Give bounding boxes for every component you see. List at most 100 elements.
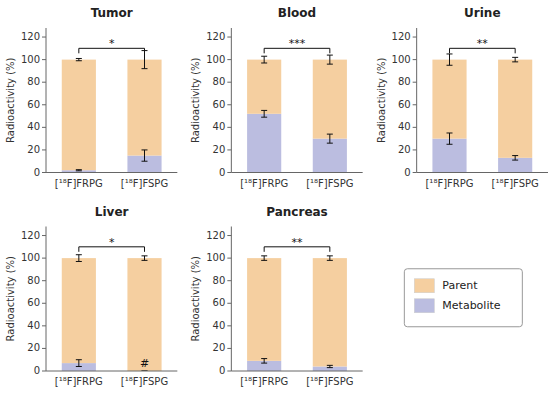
marks <box>247 55 347 172</box>
significance-label: ** <box>292 236 304 249</box>
y-tick-label: 80 <box>213 275 226 286</box>
y-tick-label: 60 <box>398 99 411 110</box>
chart-root: Tumor Radioactivity (%) 0 20 40 60 80 100 120 [¹⁸… <box>0 0 556 397</box>
y-tick-label: 120 <box>21 31 40 42</box>
y-tick <box>227 172 231 173</box>
y-tick <box>42 371 46 372</box>
y-tick-label: 0 <box>34 365 40 376</box>
y-tick <box>227 149 231 150</box>
error-bar <box>76 255 82 262</box>
y-tick <box>42 127 46 128</box>
x-axis-line <box>46 371 177 372</box>
y-tick <box>42 280 46 281</box>
error-bar <box>447 54 453 65</box>
x-tick-label: [¹⁸F]FSPG <box>306 178 353 189</box>
y-tick <box>227 258 231 259</box>
y-tick-label: 40 <box>213 320 226 331</box>
x-tick-label: [¹⁸F]FSPG <box>121 376 168 387</box>
marks <box>247 256 347 371</box>
y-tick <box>227 348 231 349</box>
y-tick-label: 80 <box>213 76 226 87</box>
error-bar <box>261 359 267 364</box>
error-bar <box>261 256 267 261</box>
bar-segment <box>313 139 347 173</box>
y-axis-line <box>231 227 232 372</box>
x-axis-line <box>46 172 177 173</box>
y-tick <box>413 37 417 38</box>
bar-segment <box>62 60 96 171</box>
x-tick-label: [¹⁸F]FRPG <box>55 178 103 189</box>
y-tick <box>227 303 231 304</box>
x-tick-label: [¹⁸F]FSPG <box>306 376 353 387</box>
y-tick <box>413 149 417 150</box>
legend-frame <box>404 269 522 327</box>
y-tick-label: 80 <box>398 76 411 87</box>
y-tick-label: 80 <box>27 275 40 286</box>
x-tick-label: [¹⁸F]FRPG <box>240 178 288 189</box>
y-tick-label: 100 <box>206 54 225 65</box>
y-tick <box>42 235 46 236</box>
panel-title: Tumor <box>91 6 133 20</box>
y-tick-label: 100 <box>21 252 40 263</box>
x-tick-label: [¹⁸F]FSPG <box>492 178 539 189</box>
bar-segment <box>62 258 96 363</box>
panel-title: Urine <box>464 6 500 20</box>
marks <box>62 255 162 371</box>
error-bar <box>76 58 82 60</box>
y-axis-line <box>416 28 417 173</box>
legend-label: Metabolite <box>442 299 500 312</box>
error-bar <box>261 110 267 117</box>
y-tick <box>42 59 46 60</box>
y-tick <box>227 235 231 236</box>
panel: BloodRadioactivity (%)020406080100120[¹⁸… <box>190 6 362 189</box>
y-tick-label: 20 <box>213 342 226 353</box>
axis-label: Radioactivity (%) <box>5 256 16 342</box>
y-tick-label: 120 <box>392 31 411 42</box>
legend: Parent Metabolite <box>404 269 522 327</box>
y-tick <box>227 59 231 60</box>
axis-label: Radioactivity (%) <box>5 57 16 143</box>
bar-segment <box>127 258 161 371</box>
y-tick <box>42 303 46 304</box>
bar-segment <box>313 60 347 139</box>
axis-label: Radioactivity (%) <box>190 256 201 342</box>
error-bar <box>327 134 333 143</box>
legend-swatch <box>414 279 434 293</box>
y-tick <box>413 127 417 128</box>
y-tick <box>413 82 417 83</box>
significance-label: * <box>109 236 115 249</box>
error-bar <box>447 133 453 144</box>
x-axis-line <box>417 172 548 173</box>
y-tick-label: 0 <box>219 167 225 178</box>
y-tick-label: 100 <box>206 252 225 263</box>
y-tick <box>42 348 46 349</box>
y-axis-line <box>46 28 47 173</box>
y-tick <box>227 104 231 105</box>
x-axis-line <box>231 371 362 372</box>
legend-label: Parent <box>442 279 478 292</box>
y-tick <box>42 149 46 150</box>
y-tick-label: 120 <box>206 230 225 241</box>
y-tick-label: 20 <box>213 144 226 155</box>
error-bar <box>512 156 518 161</box>
marks <box>62 51 162 173</box>
y-tick-label: 0 <box>404 167 410 178</box>
x-axis-line <box>231 172 362 173</box>
x-tick-label: [¹⁸F]FRPG <box>55 376 103 387</box>
y-tick <box>227 371 231 372</box>
panel: PancreasRadioactivity (%)020406080100120… <box>190 205 362 388</box>
y-tick-label: 80 <box>27 76 40 87</box>
y-tick-label: 120 <box>206 31 225 42</box>
y-tick-label: 60 <box>27 99 40 110</box>
error-bar <box>261 56 267 63</box>
y-tick-label: 60 <box>213 297 226 308</box>
y-tick-label: 60 <box>27 297 40 308</box>
significance-label: * <box>109 37 115 50</box>
y-tick <box>413 104 417 105</box>
y-axis-line <box>46 227 47 372</box>
marks <box>432 54 532 173</box>
legend-swatch <box>414 299 434 313</box>
bar-segment <box>498 60 532 158</box>
axis-label: Radioactivity (%) <box>190 57 201 143</box>
y-tick-label: 40 <box>27 121 40 132</box>
